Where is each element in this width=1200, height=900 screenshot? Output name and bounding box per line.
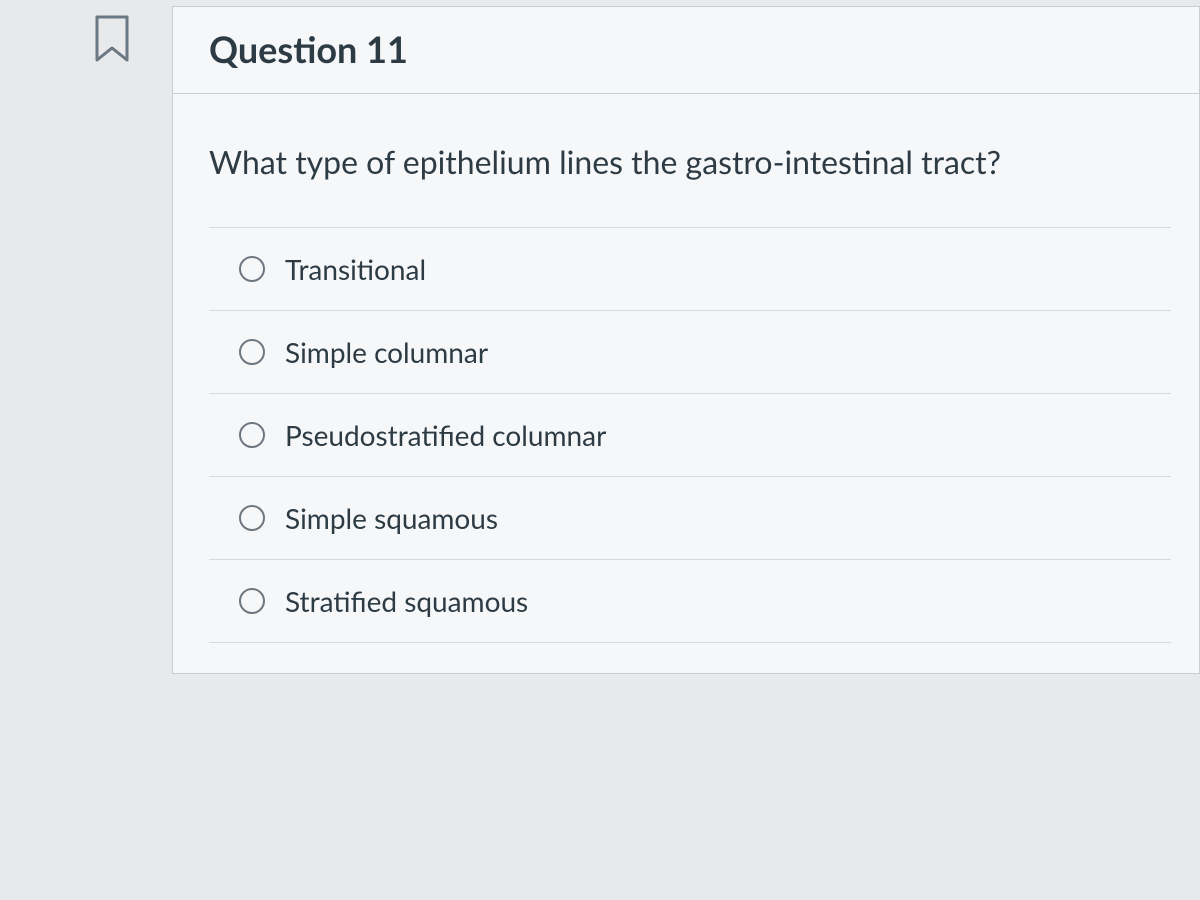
answer-option[interactable]: Simple squamous	[209, 477, 1171, 560]
answer-label: Pseudostratified columnar	[285, 418, 606, 452]
question-header: Question 11	[173, 7, 1199, 94]
answer-label: Simple columnar	[285, 335, 488, 369]
radio-icon[interactable]	[239, 505, 265, 531]
answer-label: Transitional	[285, 252, 426, 286]
radio-icon[interactable]	[239, 588, 265, 614]
question-body: What type of epithelium lines the gastro…	[173, 94, 1199, 673]
answer-option[interactable]: Simple columnar	[209, 311, 1171, 394]
quiz-page: Question 11 What type of epithelium line…	[0, 0, 1200, 900]
answer-label: Stratified squamous	[285, 584, 528, 618]
bookmark-icon[interactable]	[90, 12, 134, 66]
answer-label: Simple squamous	[285, 501, 498, 535]
question-title: Question 11	[209, 27, 1171, 71]
answer-list: Transitional Simple columnar Pseudostrat…	[209, 227, 1171, 643]
answer-option[interactable]: Stratified squamous	[209, 560, 1171, 643]
radio-icon[interactable]	[239, 256, 265, 282]
radio-icon[interactable]	[239, 422, 265, 448]
question-card: Question 11 What type of epithelium line…	[172, 6, 1200, 674]
radio-icon[interactable]	[239, 339, 265, 365]
question-prompt: What type of epithelium lines the gastro…	[209, 140, 1171, 183]
answer-option[interactable]: Pseudostratified columnar	[209, 394, 1171, 477]
answer-option[interactable]: Transitional	[209, 228, 1171, 311]
